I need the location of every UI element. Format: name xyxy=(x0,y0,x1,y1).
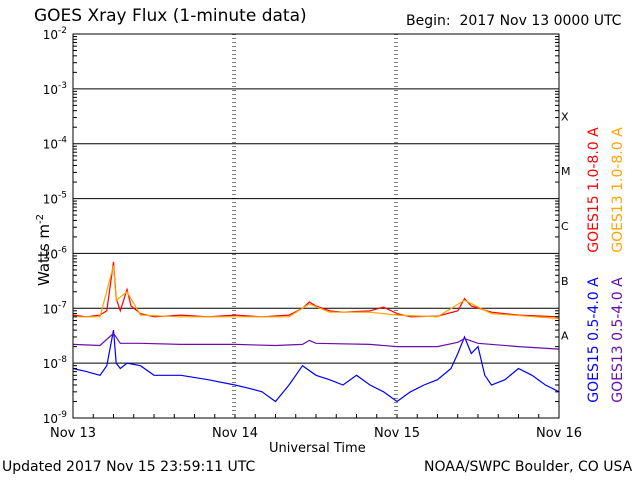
y-tick-label: 10-2 xyxy=(43,26,67,42)
series-line xyxy=(73,265,560,320)
y-tick-label: 10-4 xyxy=(43,136,68,152)
x-axis-ticks: Nov 13 Nov 14 Nov 15 Nov 16 xyxy=(50,414,582,441)
flare-class-label: X xyxy=(561,110,569,123)
flare-class-labels: X M C B A xyxy=(561,110,571,342)
series-lines xyxy=(72,261,560,403)
y-tick-label: 10-7 xyxy=(43,300,67,316)
series-legend-label: GOES13 0.5-4.0 A xyxy=(610,277,626,403)
begin-value: 2017 Nov 13 0000 UTC xyxy=(459,13,622,29)
series-legend-label: GOES13 1.0-8.0 A xyxy=(610,127,626,253)
series-line xyxy=(72,332,560,350)
chart-title: GOES Xray Flux (1-minute data) xyxy=(34,6,307,26)
x-tick-label: Nov 15 xyxy=(374,426,420,441)
plot-frame xyxy=(72,33,560,419)
x-tick-label: Nov 13 xyxy=(50,426,96,441)
begin-timestamp: Begin: 2017 Nov 13 0000 UTC xyxy=(406,13,621,29)
x-tick-label: Nov 16 xyxy=(536,426,582,441)
flare-class-label: A xyxy=(561,330,569,343)
y-axis-label: Watts m-2 xyxy=(35,213,54,287)
y-tick-label: 10-5 xyxy=(43,191,67,207)
y-tick-label: 10-8 xyxy=(43,355,68,371)
y-tick-label: 10-9 xyxy=(43,410,68,426)
series-legend-label: GOES15 0.5-4.0 A xyxy=(586,277,602,403)
y-tick-label: 10-3 xyxy=(43,81,67,97)
begin-label: Begin: xyxy=(406,13,451,29)
series-legend: GOES15 1.0-8.0 A GOES13 1.0-8.0 A GOES15 0… xyxy=(586,127,626,403)
series-line xyxy=(72,261,560,318)
series-line xyxy=(72,329,560,403)
credit-text: NOAA/SWPC Boulder, CO USA xyxy=(424,459,633,475)
flare-class-label: M xyxy=(561,165,571,178)
x-axis-label: Universal Time xyxy=(269,441,366,456)
flare-class-label: C xyxy=(561,220,569,233)
updated-timestamp: Updated 2017 Nov 15 23:59:11 UTC xyxy=(2,459,256,475)
y-axis-ticks: 10-2 10-3 10-4 10-5 10-6 10-7 10-8 10-9 xyxy=(43,26,559,426)
flare-class-label: B xyxy=(561,275,569,288)
x-tick-label: Nov 14 xyxy=(212,426,258,441)
grid xyxy=(73,34,559,418)
y-tick-label: 10-6 xyxy=(43,245,68,261)
series-legend-label: GOES15 1.0-8.0 A xyxy=(586,127,602,253)
